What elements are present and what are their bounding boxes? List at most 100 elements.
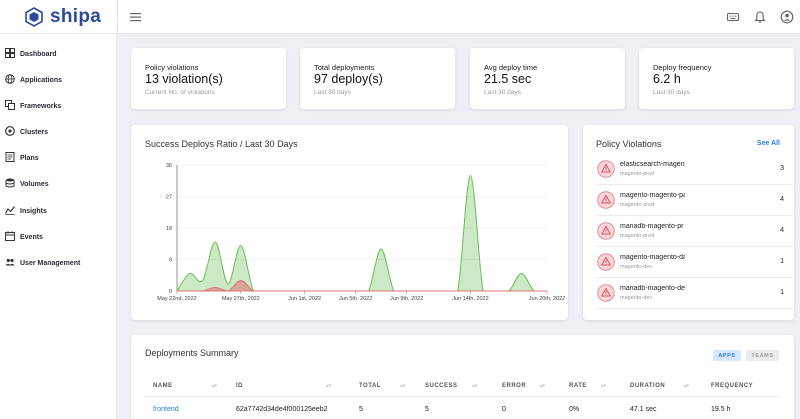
table-header-divider [145, 396, 781, 397]
stat-value: 97 deploy(s) [314, 72, 383, 86]
column-header-rate[interactable]: RATE [569, 383, 587, 389]
policy-violation-namespace: magento-dev [620, 295, 653, 301]
stat-card-policy-violations: Policy violations 13 violation(s) Curren… [131, 48, 286, 109]
users-icon [5, 258, 15, 266]
clusters-icon [5, 126, 15, 136]
sort-arrows-icon[interactable]: ▴▾ [326, 383, 332, 389]
policy-violation-count: 4 [780, 196, 784, 203]
sidebar-item-label: Dashboard [20, 50, 57, 58]
sidebar-item-label: Volumes [20, 180, 49, 188]
brand-name: shipa [50, 6, 102, 27]
policy-violation-app: magento-magento-da [620, 254, 685, 261]
plans-icon [5, 152, 15, 162]
policy-violations-title: Policy Violations [596, 139, 662, 149]
stat-title: Avg deploy time [484, 63, 538, 72]
volumes-icon [5, 178, 15, 188]
policy-violation-app: mariadb-magento-de [620, 285, 685, 292]
cell-rate: 0% [569, 406, 580, 413]
tab-apps[interactable]: APPS [713, 350, 741, 361]
sort-arrows-icon[interactable]: ▴▾ [540, 383, 546, 389]
column-header-name[interactable]: NAME [153, 383, 173, 389]
sort-arrows-icon[interactable]: ▴▾ [684, 383, 690, 389]
stat-value: 13 violation(s) [145, 72, 223, 86]
x-tick-label: May 27th, 2022 [222, 296, 260, 302]
policy-violation-row[interactable]: mariadb-magento-de magento-dev 1 [595, 278, 793, 309]
sidebar-item-dashboard[interactable]: Dashboard [0, 43, 117, 65]
policy-violation-count: 4 [780, 227, 784, 234]
stat-value: 6.2 h [653, 72, 681, 86]
cell-duration: 47.1 sec [630, 406, 657, 413]
policy-violation-app: elasticsearch-magen [620, 161, 685, 168]
stat-subtitle: Last 30 days [314, 89, 351, 96]
cell-success: 5 [425, 406, 429, 413]
policy-violations-card: Policy Violations See All elasticsearch-… [583, 125, 794, 320]
account-icon[interactable] [780, 10, 794, 24]
warning-icon [597, 160, 615, 178]
keyboard-icon[interactable] [726, 10, 740, 24]
policy-violation-app: mariadb-magento-pr [620, 223, 684, 230]
stat-card-avg-deploy-time: Avg deploy time 21.5 sec Last 30 days [470, 48, 625, 109]
series-line-success [176, 174, 547, 292]
topbar-divider [117, 0, 118, 34]
hamburger-menu-icon[interactable] [129, 10, 143, 24]
cell-id: 62a7742d34de4f000125eeb2 [236, 406, 328, 413]
sidebar-item-label: Insights [20, 207, 47, 215]
policy-violation-row[interactable]: elasticsearch-magen magento-prod 3 [595, 154, 793, 185]
see-all-link[interactable]: See All [756, 140, 780, 147]
series-area-success [177, 175, 547, 291]
sidebar-item-insights[interactable]: Insights [0, 200, 117, 222]
policy-violation-row[interactable]: magento-magento-da magento-dev 1 [595, 247, 793, 278]
policy-violation-row[interactable]: mariadb-magento-pr magento-prod 4 [595, 216, 793, 247]
column-header-total[interactable]: TOTAL [359, 383, 381, 389]
brand-logo[interactable]: shipa [24, 6, 101, 28]
warning-icon [597, 253, 615, 271]
warning-icon [597, 191, 615, 209]
bell-icon[interactable] [753, 10, 767, 24]
column-header-success[interactable]: SUCCESS [425, 383, 458, 389]
y-tick-label: 9 [169, 258, 172, 264]
sort-arrows-icon[interactable]: ▴▾ [212, 383, 218, 389]
sidebar-item-label: Events [20, 233, 43, 241]
column-header-frequency[interactable]: FREQUENCY [711, 383, 754, 389]
sidebar-item-plans[interactable]: Plans [0, 147, 117, 169]
x-tick-label: Jun 1st, 2022 [288, 296, 321, 302]
sort-arrows-icon[interactable]: ▴▾ [601, 383, 607, 389]
policy-violation-count: 1 [780, 289, 784, 296]
cell-total: 5 [359, 406, 363, 413]
policy-violation-row[interactable]: magento-magento-pa magento-prod 4 [595, 185, 793, 216]
x-tick-label: Jun 20th, 2022 [529, 296, 565, 302]
sort-arrows-icon[interactable]: ▴▾ [400, 383, 406, 389]
sidebar-item-events[interactable]: Events [0, 226, 117, 248]
sidebar-item-label: Applications [20, 76, 63, 84]
stat-card-total-deployments: Total deployments 97 deploy(s) Last 30 d… [300, 48, 455, 109]
tab-teams[interactable]: TEAMS [746, 350, 779, 361]
sidebar-item-applications[interactable]: Applications [0, 69, 117, 91]
policy-violation-count: 1 [780, 258, 784, 265]
chart-title: Success Deploys Ratio / Last 30 Days [145, 139, 298, 149]
stat-subtitle: Current No. of violations [145, 89, 215, 96]
success-deploys-chart-card: Success Deploys Ratio / Last 30 Days 0 9 1… [131, 125, 568, 320]
column-header-duration[interactable]: DURATION [630, 383, 666, 389]
insights-icon [5, 206, 15, 215]
sidebar-item-frameworks[interactable]: Frameworks [0, 95, 117, 117]
app-name-link[interactable]: frontend [153, 406, 179, 413]
column-header-error[interactable]: ERROR [502, 383, 527, 389]
policy-violation-app: magento-magento-pa [620, 192, 685, 199]
policy-violation-namespace: magento-dev [620, 264, 653, 270]
sidebar-item-volumes[interactable]: Volumes [0, 173, 117, 195]
top-bar: shipa [0, 0, 800, 34]
sidebar-item-user-management[interactable]: User Management [0, 252, 117, 274]
sort-arrows-icon[interactable]: ▴▾ [472, 383, 478, 389]
deployments-summary-title: Deployments Summary [145, 348, 239, 358]
globe-icon [5, 74, 15, 84]
sidebar-item-label: User Management [20, 259, 81, 267]
stat-card-deploy-frequency: Deploy frequency 6.2 h Last 30 days [639, 48, 794, 109]
sidebar: Dashboard Applications Frameworks Cluste… [0, 34, 117, 419]
sidebar-item-label: Frameworks [20, 102, 62, 110]
stat-subtitle: Last 30 days [484, 89, 521, 96]
column-header-id[interactable]: ID [236, 383, 243, 389]
policy-violation-namespace: magento-prod [620, 202, 655, 208]
frameworks-icon [5, 100, 15, 110]
sidebar-item-clusters[interactable]: Clusters [0, 121, 117, 143]
stat-value: 21.5 sec [484, 72, 532, 86]
